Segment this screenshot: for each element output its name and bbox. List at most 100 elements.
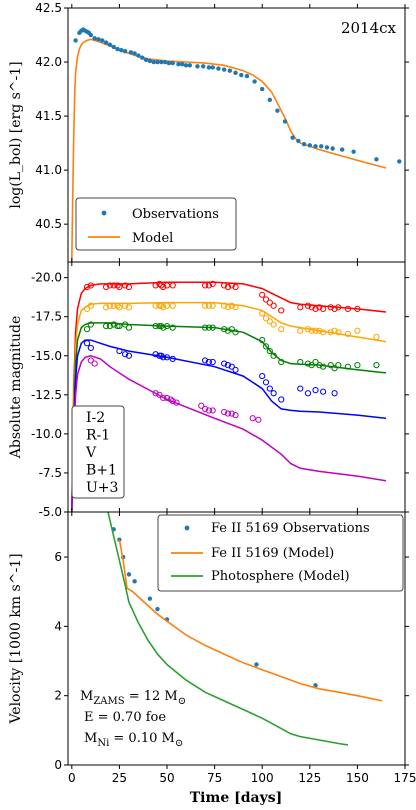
obs-point xyxy=(126,572,132,577)
annotation-mni: MNi = 0.10 M⊙ xyxy=(84,731,183,749)
obs-point-R xyxy=(232,304,239,311)
obs-point-I xyxy=(262,296,270,303)
obs-point-V xyxy=(278,358,285,366)
obs-point xyxy=(128,50,134,55)
legend-label-model: Model xyxy=(132,231,173,246)
obs-point-V xyxy=(327,362,334,369)
obs-point-B xyxy=(87,344,94,352)
obs-point-B xyxy=(266,385,273,392)
obs-point xyxy=(119,47,124,53)
legend-label-photosphere: Photosphere (Model) xyxy=(211,569,350,584)
obs-point-V xyxy=(169,324,176,331)
obs-point xyxy=(166,60,172,66)
obs-point-V xyxy=(106,322,113,330)
obs-point-U xyxy=(87,357,94,364)
obs-point-U xyxy=(249,415,256,422)
y-axis-label: log(L_bol) [erg s^-1] xyxy=(8,61,24,208)
obs-point-R xyxy=(221,302,228,309)
y-tick-label: -5.0 xyxy=(39,505,62,519)
obs-point xyxy=(92,36,97,41)
obs-point-V xyxy=(201,324,209,331)
obs-point xyxy=(176,62,181,67)
legend-label-observations: Observations xyxy=(132,207,219,222)
obs-point-I xyxy=(266,299,273,306)
series-line-2 xyxy=(107,512,349,746)
obs-point-R xyxy=(205,302,212,309)
x-tick-label: 150 xyxy=(346,771,369,785)
obs-point xyxy=(140,55,145,60)
obs-point-R xyxy=(270,321,277,328)
obs-point-I xyxy=(259,291,266,298)
obs-point-R xyxy=(224,304,232,311)
obs-point-V xyxy=(335,362,342,369)
obs-point-V xyxy=(373,362,380,369)
obs-point-I xyxy=(114,282,121,289)
obs-point-I xyxy=(278,307,285,314)
legend-label-B: B+1 xyxy=(86,463,117,479)
obs-point-I xyxy=(122,282,129,289)
obs-point xyxy=(239,72,244,78)
model-line-I xyxy=(71,281,387,512)
legend-marker-observations xyxy=(101,210,107,216)
obs-point-V xyxy=(316,362,323,369)
obs-point-B xyxy=(160,354,167,361)
obs-point-U xyxy=(167,396,174,403)
obs-point-V xyxy=(156,322,163,330)
obs-point-I xyxy=(160,283,167,291)
obs-point-R xyxy=(110,302,117,309)
obs-point-R xyxy=(106,302,113,309)
obs-point-V xyxy=(266,347,273,355)
x-tick-label: 25 xyxy=(112,771,127,785)
obs-point-B xyxy=(297,385,304,392)
obs-point-B xyxy=(331,390,338,397)
panel-title: 2014cx xyxy=(341,19,397,37)
obs-point xyxy=(233,70,238,76)
obs-point-R xyxy=(312,327,319,334)
axes-frame xyxy=(67,511,406,766)
obs-point-I xyxy=(327,304,334,311)
obs-point-R xyxy=(335,329,342,336)
obs-point-R xyxy=(320,329,327,336)
obs-point xyxy=(180,62,185,67)
obs-point-V xyxy=(102,322,110,330)
obs-point-B xyxy=(232,366,239,373)
obs-point xyxy=(136,53,141,58)
obs-point-I xyxy=(270,302,277,309)
obs-point-U xyxy=(224,410,232,417)
obs-point xyxy=(301,141,307,147)
obs-point xyxy=(275,108,280,113)
obs-point-R xyxy=(209,302,216,309)
obs-point-B xyxy=(152,351,159,358)
series-line-1 xyxy=(118,539,383,702)
obs-point-U xyxy=(163,394,171,402)
obs-point xyxy=(73,38,78,43)
obs-point-B xyxy=(169,355,176,362)
obs-point-V xyxy=(163,322,171,330)
obs-point xyxy=(307,143,313,148)
legend-box xyxy=(71,405,125,499)
obs-point-R xyxy=(308,327,315,334)
obs-point xyxy=(111,44,116,50)
obs-point-I xyxy=(312,305,319,312)
obs-point-R xyxy=(122,302,129,309)
y-tick-label: -7.5 xyxy=(39,466,62,480)
obs-point-I xyxy=(304,302,311,309)
obs-point-U xyxy=(152,390,159,397)
obs-point-V xyxy=(116,322,123,330)
y-tick-label: 41.0 xyxy=(35,163,62,177)
obs-point-V xyxy=(228,326,235,333)
obs-point-B xyxy=(221,360,228,367)
obs-point xyxy=(103,40,109,45)
obs-point-V xyxy=(205,324,212,331)
obs-point-V xyxy=(209,324,216,331)
plot-area xyxy=(71,280,387,512)
obs-point-V xyxy=(354,362,361,369)
obs-point-I xyxy=(87,282,94,289)
obs-point-R xyxy=(125,304,133,311)
obs-point-I xyxy=(308,304,315,311)
obs-point xyxy=(195,64,200,69)
obs-point xyxy=(132,51,137,56)
obs-point xyxy=(374,157,379,162)
obs-point-I xyxy=(156,280,163,287)
obs-point-V xyxy=(114,322,121,330)
